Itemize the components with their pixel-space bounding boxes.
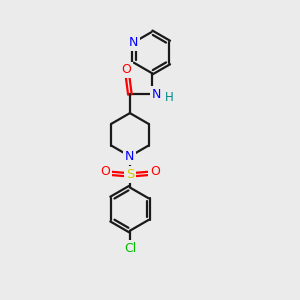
Text: N: N — [125, 150, 135, 163]
Text: H: H — [164, 91, 173, 104]
Text: N: N — [129, 36, 139, 49]
Text: O: O — [100, 165, 110, 178]
Text: N: N — [152, 88, 162, 101]
Text: S: S — [126, 168, 134, 182]
Text: O: O — [121, 63, 131, 76]
Text: Cl: Cl — [124, 242, 136, 255]
Text: O: O — [150, 165, 160, 178]
